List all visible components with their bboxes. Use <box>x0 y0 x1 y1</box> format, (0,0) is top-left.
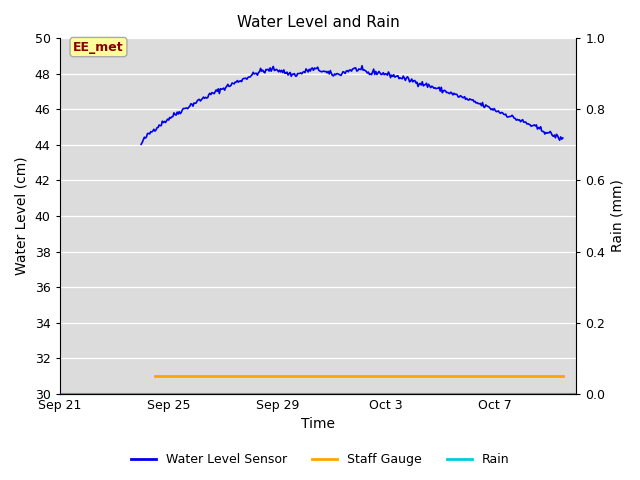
Water Level Sensor <box>559 135 566 141</box>
Staff Gauge <box>559 373 566 379</box>
X-axis label: Time: Time <box>301 418 335 432</box>
Title: Water Level and Rain: Water Level and Rain <box>237 15 399 30</box>
Text: EE_met: EE_met <box>73 41 124 54</box>
Y-axis label: Rain (mm): Rain (mm) <box>611 180 625 252</box>
Water Level Sensor <box>358 63 366 69</box>
Staff Gauge <box>151 373 159 379</box>
Water Level Sensor <box>445 90 452 96</box>
Water Level Sensor <box>304 69 312 75</box>
Water Level Sensor <box>275 69 282 75</box>
Water Level Sensor <box>443 90 451 96</box>
Water Level Sensor <box>404 74 412 80</box>
Line: Water Level Sensor: Water Level Sensor <box>141 66 563 144</box>
Y-axis label: Water Level (cm): Water Level (cm) <box>15 157 29 276</box>
Water Level Sensor <box>138 142 145 147</box>
Legend: Water Level Sensor, Staff Gauge, Rain: Water Level Sensor, Staff Gauge, Rain <box>125 448 515 471</box>
Water Level Sensor <box>188 101 196 107</box>
